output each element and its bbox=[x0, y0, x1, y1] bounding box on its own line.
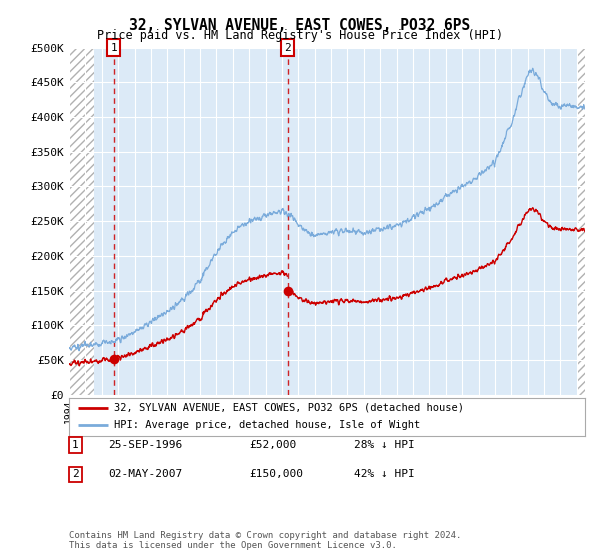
Text: 42% ↓ HPI: 42% ↓ HPI bbox=[354, 469, 415, 479]
Text: £150,000: £150,000 bbox=[249, 469, 303, 479]
Text: 02-MAY-2007: 02-MAY-2007 bbox=[108, 469, 182, 479]
Text: 28% ↓ HPI: 28% ↓ HPI bbox=[354, 440, 415, 450]
Bar bbox=[69, 48, 94, 395]
Bar bbox=[577, 48, 585, 395]
Text: 2: 2 bbox=[72, 469, 79, 479]
Text: HPI: Average price, detached house, Isle of Wight: HPI: Average price, detached house, Isle… bbox=[115, 421, 421, 431]
Text: £52,000: £52,000 bbox=[249, 440, 296, 450]
Text: 32, SYLVAN AVENUE, EAST COWES, PO32 6PS: 32, SYLVAN AVENUE, EAST COWES, PO32 6PS bbox=[130, 18, 470, 33]
Text: Contains HM Land Registry data © Crown copyright and database right 2024.
This d: Contains HM Land Registry data © Crown c… bbox=[69, 530, 461, 550]
Text: 2: 2 bbox=[284, 43, 291, 53]
Text: Price paid vs. HM Land Registry's House Price Index (HPI): Price paid vs. HM Land Registry's House … bbox=[97, 29, 503, 42]
Text: 1: 1 bbox=[110, 43, 117, 53]
Text: 1: 1 bbox=[72, 440, 79, 450]
Text: 32, SYLVAN AVENUE, EAST COWES, PO32 6PS (detached house): 32, SYLVAN AVENUE, EAST COWES, PO32 6PS … bbox=[115, 403, 464, 413]
Text: 25-SEP-1996: 25-SEP-1996 bbox=[108, 440, 182, 450]
